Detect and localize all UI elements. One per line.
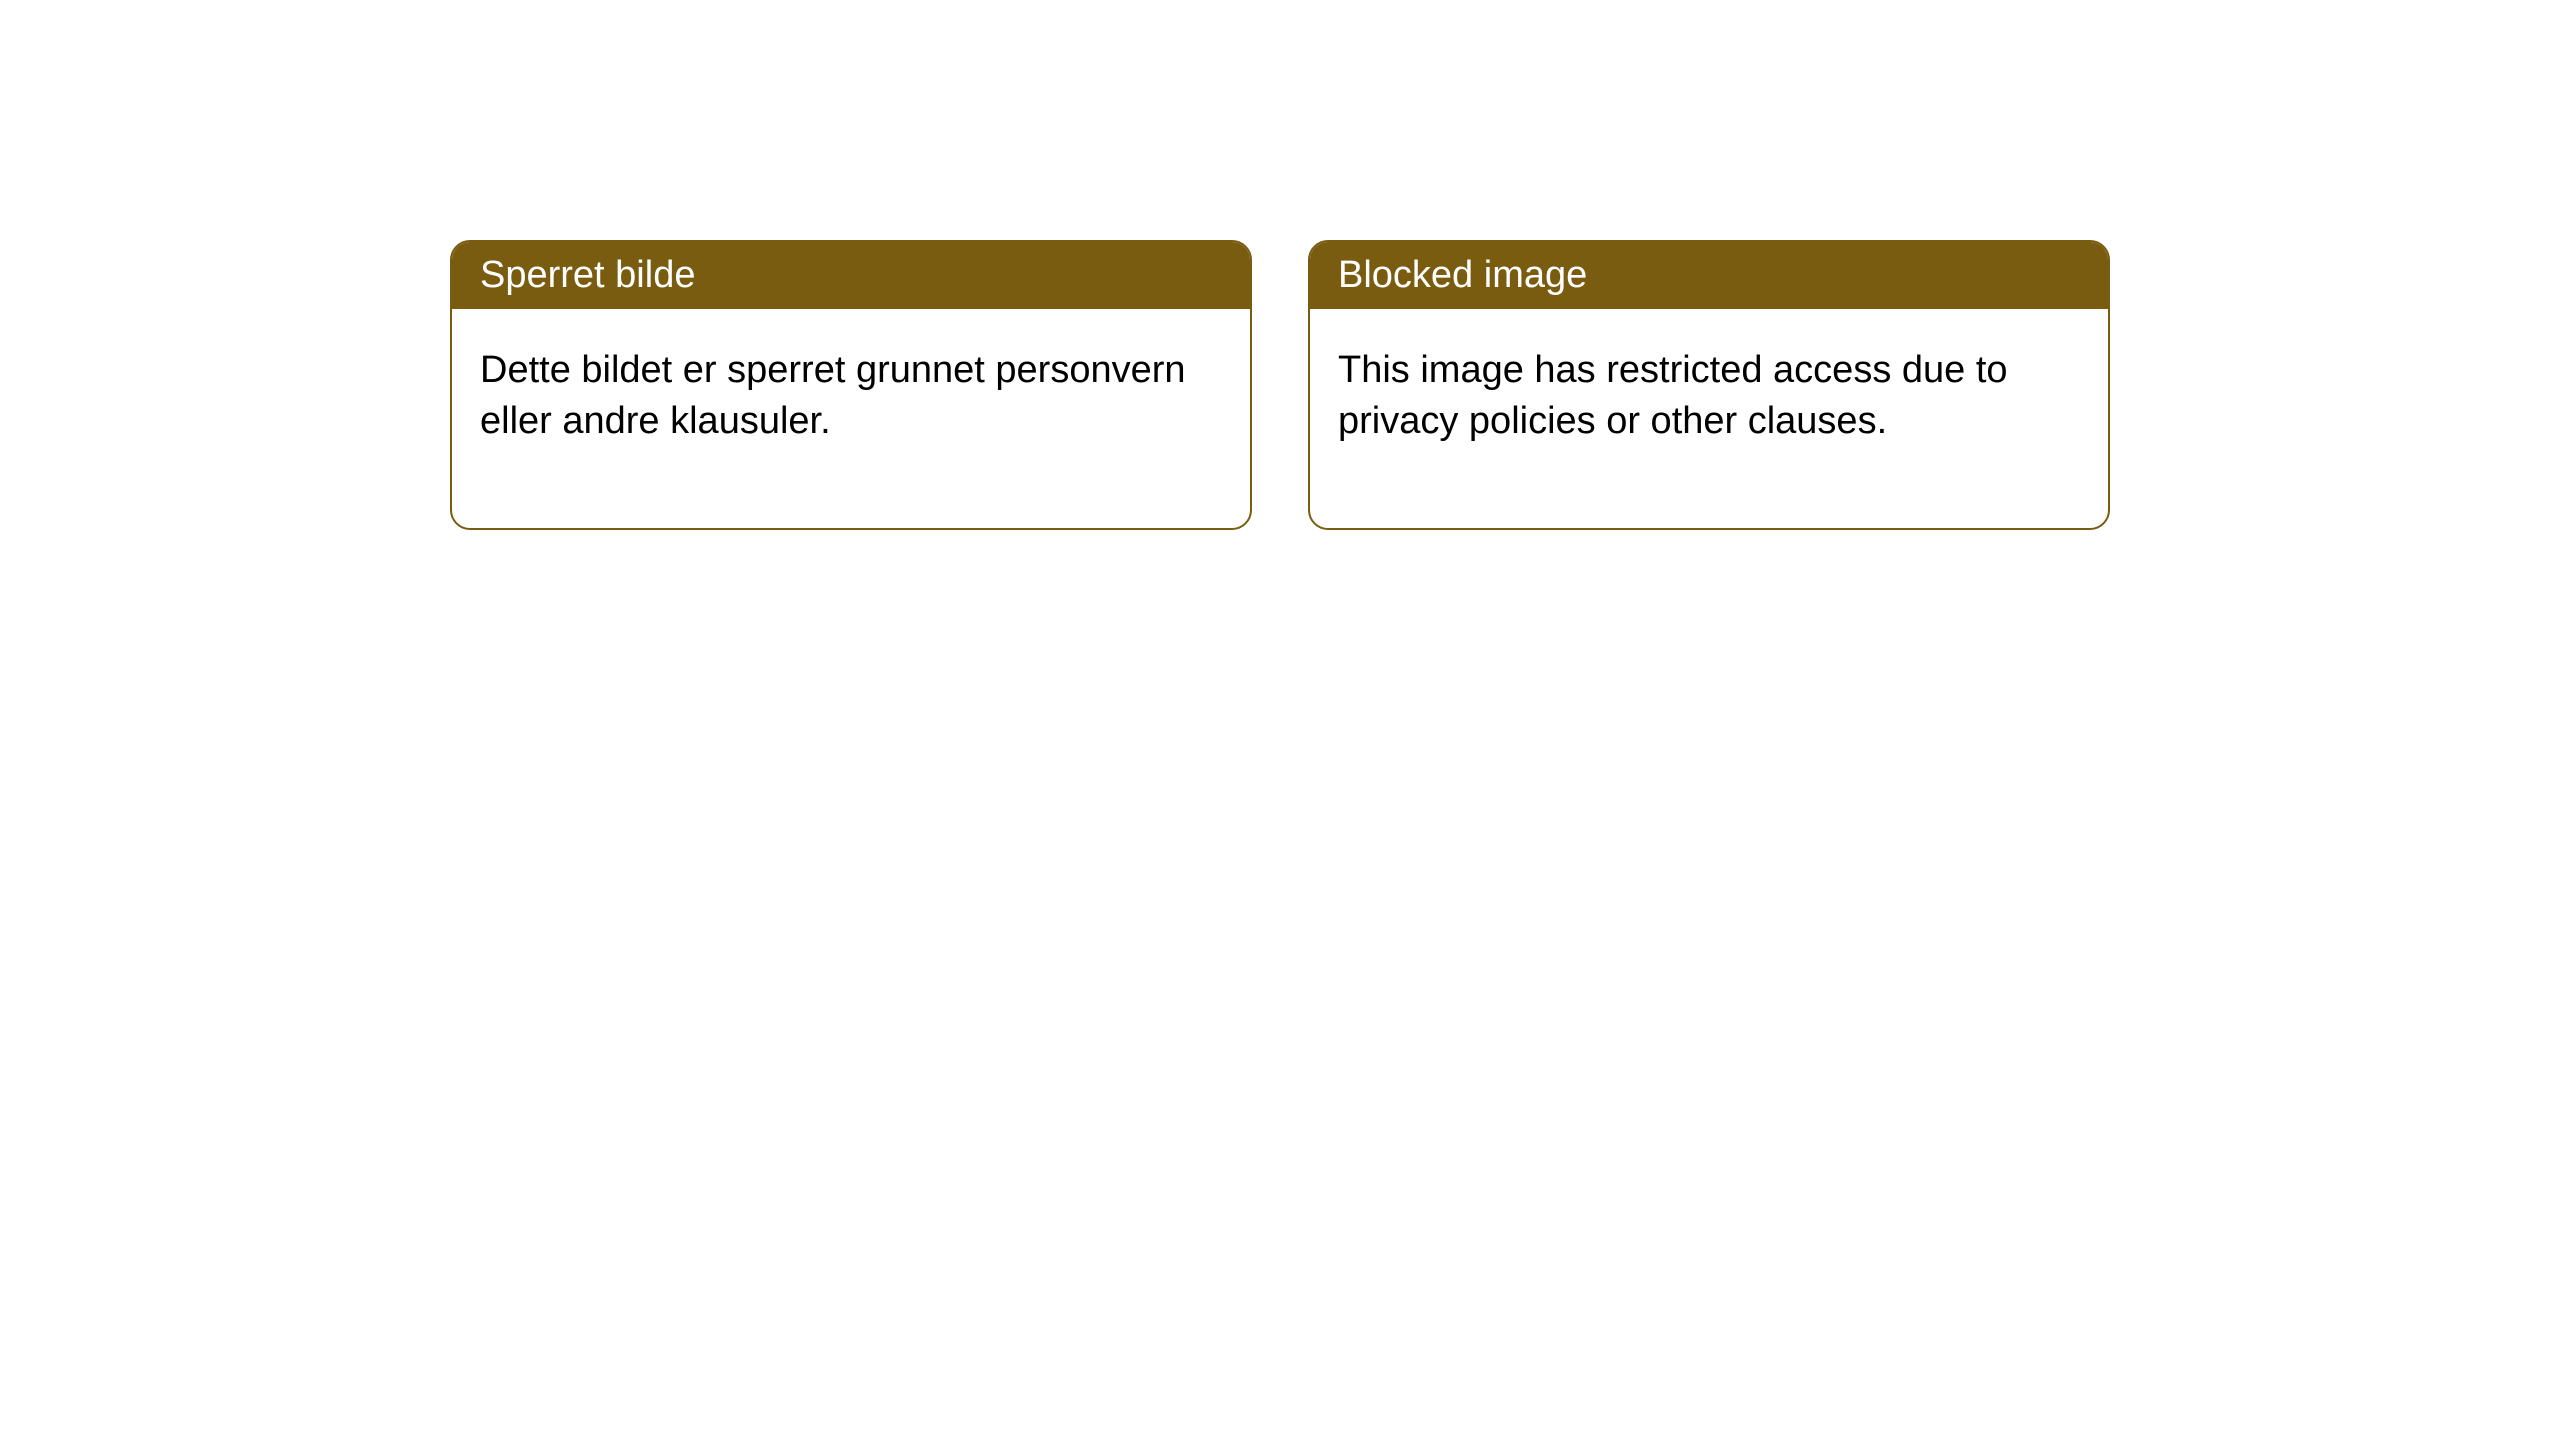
card-body-text: This image has restricted access due to … [1338,349,2008,442]
card-header: Sperret bilde [452,242,1250,309]
card-header: Blocked image [1310,242,2108,309]
card-body: This image has restricted access due to … [1310,309,2108,528]
card-title: Blocked image [1338,254,1587,296]
notice-card-english: Blocked image This image has restricted … [1308,240,2110,530]
card-body-text: Dette bildet er sperret grunnet personve… [480,349,1186,442]
notice-card-norwegian: Sperret bilde Dette bildet er sperret gr… [450,240,1252,530]
notice-container: Sperret bilde Dette bildet er sperret gr… [450,240,2110,530]
card-body: Dette bildet er sperret grunnet personve… [452,309,1250,528]
card-title: Sperret bilde [480,254,695,296]
